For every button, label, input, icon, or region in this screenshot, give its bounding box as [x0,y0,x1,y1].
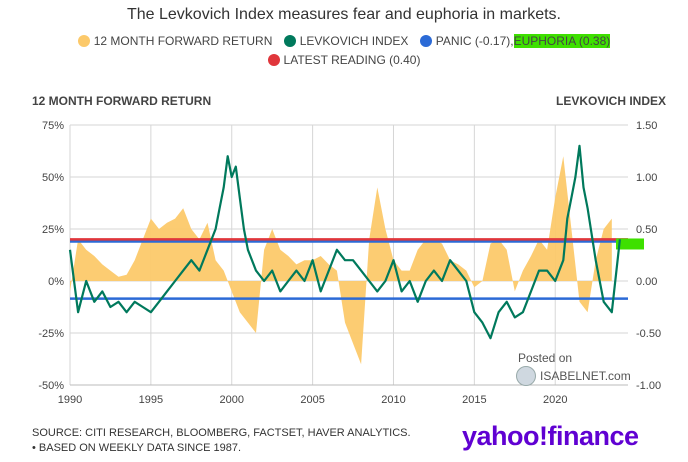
x-tick-label: 1990 [58,394,82,406]
posted-on-watermark: Posted on ISABELNET.com [516,350,631,386]
globe-icon [516,366,536,386]
left-tick-label: 25% [42,224,64,236]
legend-panic-euphoria: PANIC (-0.17), EUPHORIA (0.38) [419,34,611,48]
right-tick-label: -1.00 [636,380,661,392]
reference-lines [70,238,644,300]
legend-latest: LATEST READING (0.40) [267,53,421,67]
left-tick-label: -25% [38,328,64,340]
x-tick-label: 2005 [300,394,324,406]
left-tick-label: 50% [42,172,64,184]
right-tick-label: 0.00 [636,276,657,288]
left-tick-label: 75% [42,120,64,132]
legend-levkovich-label: LEVKOVICH INDEX [299,34,409,48]
posted-site: ISABELNET.com [516,366,631,386]
x-tick-label: 1995 [139,394,163,406]
forward-return-area [70,156,612,365]
fwd-return-swatch-icon [77,35,90,47]
right-tick-label: 0.50 [636,224,657,236]
left-tick-label: -50% [38,380,64,392]
right-tick-label: -0.50 [636,328,661,340]
legend-row-2: LATEST READING (0.40) [0,53,688,69]
levkovich-swatch-icon [283,35,296,47]
chart-title: The Levkovich Index measures fear and eu… [126,6,561,23]
legend-fwd-return-label: 12 MONTH FORWARD RETURN [93,34,273,48]
x-tick-label: 2000 [219,394,243,406]
right-tick-label: 1.00 [636,172,657,184]
source-note: SOURCE: CITI RESEARCH, BLOOMBERG, FACTSE… [32,426,411,456]
source-text: SOURCE: CITI RESEARCH, BLOOMBERG, FACTSE… [32,427,411,439]
posted-on-label: Posted on [518,351,573,365]
legend-row-1: 12 MONTH FORWARD RETURN LEVKOVICH INDEX … [0,34,688,50]
left-tick-label: 0% [48,276,64,288]
panic-swatch-icon [419,35,432,47]
legend-levkovich: LEVKOVICH INDEX [283,34,409,48]
right-axis-title: LEVKOVICH INDEX [555,94,666,108]
legend-panic-label: PANIC (-0.17), [435,34,514,48]
left-axis-title: 12 MONTH FORWARD RETURN [32,94,212,108]
legend-latest-label: LATEST READING (0.40) [283,53,421,67]
legend-fwd-return: 12 MONTH FORWARD RETURN [77,34,273,48]
data-note-text: • BASED ON WEEKLY DATA SINCE 1987. [32,442,242,454]
legend-euphoria-label: EUPHORIA (0.38) [513,34,611,48]
right-tick-label: 1.50 [636,120,657,132]
levkovich-line [68,144,621,340]
latest-swatch-icon [267,54,280,66]
axis-ticks: 75% 50% 25% 0% -25% -50% 1.50 1.00 0.50 0.00 -0.50… [38,120,661,406]
forward-return-area-path [70,156,612,365]
latest-highlight-marker [616,238,644,250]
yahoo-finance-logo: yahoo!finance [462,421,639,451]
posted-site-label: ISABELNET.com [540,369,631,383]
levkovich-line-path [68,144,621,340]
x-tick-label: 2020 [543,394,567,406]
x-tick-label: 2015 [462,394,486,406]
x-tick-label: 2010 [381,394,405,406]
